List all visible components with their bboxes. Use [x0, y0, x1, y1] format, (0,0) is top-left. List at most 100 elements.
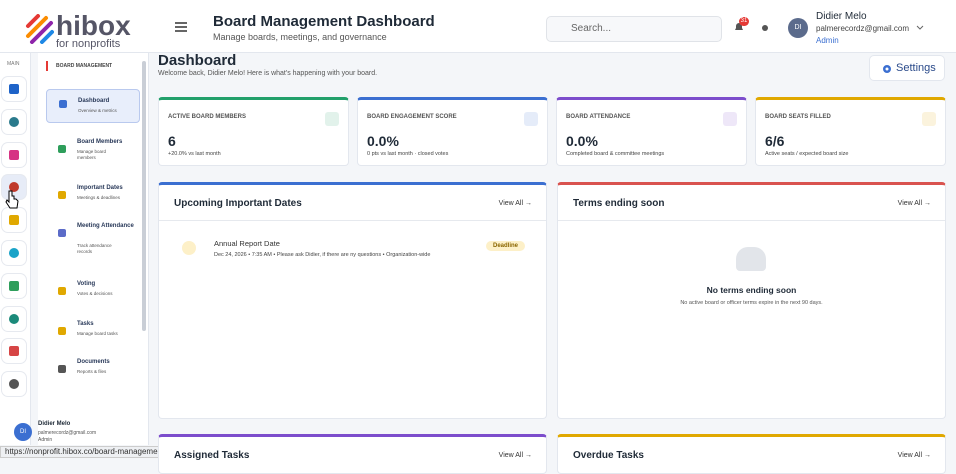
nav-item[interactable]: Documents Reports & files — [46, 353, 140, 393]
theme-toggle[interactable] — [761, 24, 769, 32]
rail-button[interactable] — [2, 109, 26, 134]
empty-text: No active board or officer terms expire … — [680, 300, 823, 306]
stat-note: +20.0% vs last month — [168, 151, 221, 157]
header-title: Board Management Dashboard — [213, 13, 435, 30]
rail-icon — [9, 182, 19, 193]
rail-icon — [9, 379, 19, 390]
rail-icon — [9, 280, 19, 291]
stat-note: 0 pts vs last month · closed votes — [367, 151, 449, 157]
stat-icon — [723, 112, 737, 126]
settings-icon — [883, 65, 891, 73]
panel: Overdue Tasks View All → — [557, 434, 946, 474]
rail-button[interactable] — [2, 241, 26, 265]
rail-icon — [9, 346, 19, 357]
menu-button[interactable] — [175, 22, 187, 32]
logo: hibox — [56, 10, 131, 41]
nav-icon — [58, 145, 66, 153]
rail-button[interactable] — [2, 77, 26, 101]
stat-value: 0.0% — [566, 133, 598, 149]
nav-item[interactable]: Dashboard Overview & metrics — [46, 89, 140, 123]
rail-button[interactable] — [2, 273, 26, 298]
user-menu-caret[interactable] — [916, 25, 924, 31]
panel-title: Upcoming Important Dates — [174, 198, 302, 209]
sidebar-user-role: Admin — [38, 437, 53, 443]
panel-divider — [159, 220, 546, 221]
event-title: Annual Report Date — [214, 239, 280, 248]
stat-note: Completed board & committee meetings — [566, 151, 665, 157]
rail-icon — [9, 248, 19, 258]
panel-divider — [558, 220, 945, 221]
rail-icon — [9, 84, 19, 94]
stat-icon — [325, 112, 339, 126]
panel: Assigned Tasks View All → — [158, 434, 547, 474]
rail-icon — [9, 149, 19, 160]
settings-button[interactable]: Settings — [869, 55, 945, 81]
event-badge: Deadline — [486, 241, 526, 251]
nav-item[interactable]: Important Dates Meetings & deadlines — [46, 179, 140, 219]
cursor — [5, 190, 19, 209]
stat-icon — [524, 112, 538, 126]
view-all-link[interactable]: View All → — [897, 200, 931, 207]
stat-label: BOARD SEATS FILLED — [765, 114, 831, 120]
nav-item[interactable]: Meeting Attendance Track attendance recor… — [46, 217, 140, 257]
rail-icon — [9, 116, 19, 127]
user-role: Admin — [816, 36, 839, 45]
stat-value: 6 — [168, 133, 176, 149]
sidebar-avatar: DI — [14, 423, 32, 441]
stat-value: 6/6 — [765, 133, 785, 149]
header-subtitle: Manage boards, meetings, and governance — [213, 32, 387, 42]
search-placeholder: Search... — [571, 23, 612, 34]
search[interactable]: Search... — [546, 16, 722, 42]
stat-label: BOARD ENGAGEMENT SCORE — [367, 114, 457, 120]
rail-button[interactable] — [2, 339, 26, 364]
stat-card: BOARD SEATS FILLED 6/6 Active seats / expe… — [755, 97, 946, 166]
stat-note: Active seats / expected board size — [765, 151, 849, 157]
status-url: https://nonprofit.hibox.co/board-managem… — [0, 446, 170, 458]
rail-icon — [9, 313, 19, 324]
logo-icon — [26, 14, 54, 44]
event-icon — [182, 241, 196, 255]
nav-icon — [59, 100, 67, 108]
header: hibox for nonprofits Board Management Da… — [0, 0, 956, 53]
nav-title: Tasks — [77, 321, 94, 327]
rail-button[interactable] — [2, 372, 26, 397]
page-title: Dashboard — [158, 52, 237, 69]
nav-item[interactable]: Voting Votes & decisions — [46, 275, 140, 315]
stat-card: BOARD ENGAGEMENT SCORE 0.0% 0 pts vs last … — [357, 97, 548, 166]
empty-icon — [736, 247, 766, 271]
nav-desc: Votes & decisions — [77, 291, 113, 296]
nav-icon — [58, 365, 66, 373]
nav-desc: Manage board tasks — [77, 331, 118, 336]
stat-value: 0.0% — [367, 133, 399, 149]
rail-button[interactable] — [2, 175, 26, 200]
nav-title: Board Members — [77, 139, 123, 145]
rail-icon — [9, 215, 19, 226]
nav-icon — [58, 287, 66, 295]
event-item[interactable]: Annual Report Date Dec 24, 2026 • 7:35 AM… — [174, 231, 534, 271]
stat-card: BOARD ATTENDANCE 0.0% Completed board & co… — [556, 97, 747, 166]
nav-desc: Track attendance records — [77, 243, 112, 254]
nav-desc: Meetings & deadlines — [77, 195, 121, 200]
nav-title: Meeting Attendance — [77, 223, 134, 229]
empty-title: No terms ending soon — [706, 285, 797, 295]
sidebar: BOARD MANAGEMENT DI Didier Melo palmerec… — [14, 53, 149, 445]
rail-button[interactable] — [2, 142, 26, 167]
nav-item[interactable]: Board Members Manage board members — [46, 133, 140, 173]
stat-icon — [922, 112, 936, 126]
nav-title: Important Dates — [77, 185, 123, 191]
stat-label: BOARD ATTENDANCE — [566, 114, 631, 120]
stat-label: ACTIVE BOARD MEMBERS — [168, 114, 247, 120]
panel-title: Terms ending soon — [573, 198, 665, 209]
nav-title: Dashboard — [78, 98, 110, 104]
user-email: palmerecordz@gmail.com — [816, 24, 910, 33]
rail-button[interactable] — [2, 208, 26, 233]
panel: Terms ending soon View All → No terms endi… — [557, 182, 946, 419]
avatar[interactable]: DI — [788, 18, 808, 38]
view-all-link[interactable]: View All → — [498, 200, 532, 207]
notification-count: 31 — [739, 17, 749, 26]
rail-button[interactable] — [2, 306, 26, 331]
scrollbar — [142, 61, 146, 331]
rail-label: MAIN — [7, 61, 20, 67]
nav-item[interactable]: Tasks Manage board tasks — [46, 315, 140, 355]
